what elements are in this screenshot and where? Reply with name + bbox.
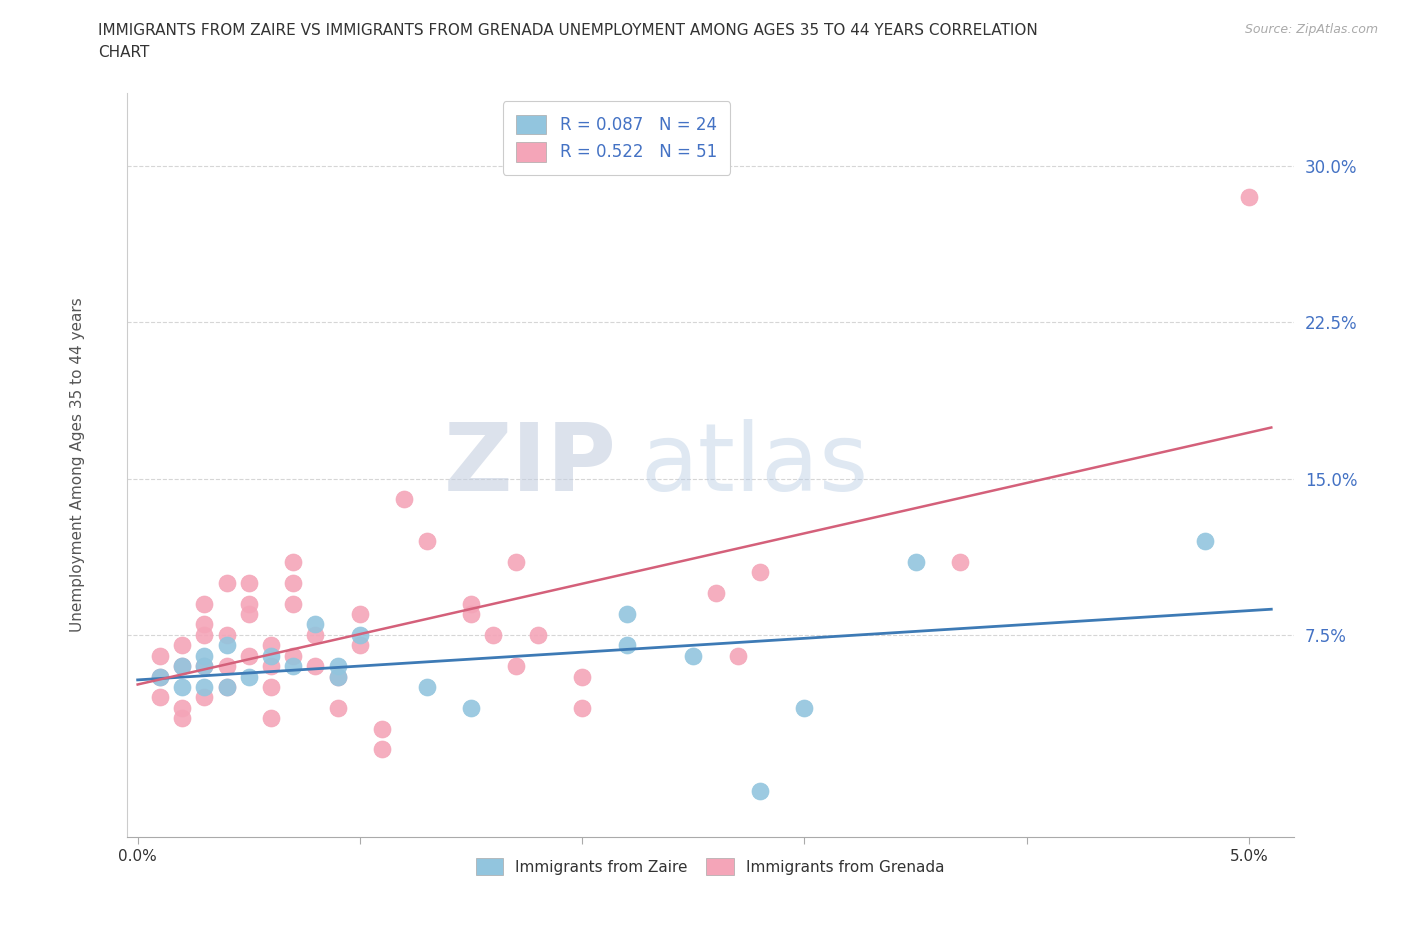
Point (193, 648, 215, 663)
Point (526, 628, 548, 643)
Point (283, 554, 305, 569)
Point (215, 576, 238, 591)
Point (172, 638, 194, 653)
Point (193, 617, 215, 631)
Point (215, 680, 238, 695)
Point (238, 576, 260, 591)
Point (283, 596, 305, 611)
Text: atlas: atlas (640, 419, 869, 511)
Point (149, 648, 172, 663)
Point (238, 669, 260, 684)
Point (394, 492, 416, 507)
Legend: Immigrants from Zaire, Immigrants from Grenada: Immigrants from Zaire, Immigrants from G… (470, 852, 950, 882)
Text: CHART: CHART (98, 45, 150, 60)
Point (727, 648, 749, 663)
Point (260, 648, 283, 663)
Point (749, 565, 772, 579)
Point (149, 669, 172, 684)
Point (460, 700, 482, 715)
Point (260, 638, 283, 653)
Point (193, 628, 215, 643)
Point (193, 658, 215, 673)
Point (505, 658, 527, 673)
Point (415, 680, 437, 695)
Point (260, 658, 283, 673)
Text: Unemployment Among Ages 35 to 44 years: Unemployment Among Ages 35 to 44 years (70, 298, 84, 632)
Point (505, 554, 527, 569)
Point (238, 596, 260, 611)
Text: IMMIGRANTS FROM ZAIRE VS IMMIGRANTS FROM GRENADA UNEMPLOYMENT AMONG AGES 35 TO 4: IMMIGRANTS FROM ZAIRE VS IMMIGRANTS FROM… (98, 23, 1038, 38)
Point (749, 784, 772, 799)
Point (238, 648, 260, 663)
Point (304, 658, 326, 673)
Point (326, 669, 349, 684)
Text: Source: ZipAtlas.com: Source: ZipAtlas.com (1244, 23, 1378, 36)
Point (371, 721, 394, 736)
Point (215, 680, 238, 695)
Point (704, 586, 727, 601)
Point (215, 658, 238, 673)
Point (193, 690, 215, 705)
Point (904, 554, 927, 569)
Point (193, 680, 215, 695)
Text: ZIP: ZIP (444, 419, 617, 511)
Point (172, 658, 194, 673)
Point (172, 711, 194, 725)
Point (349, 628, 371, 643)
Point (304, 628, 326, 643)
Point (193, 596, 215, 611)
Point (172, 700, 194, 715)
Point (283, 658, 305, 673)
Point (415, 534, 437, 549)
Point (260, 680, 283, 695)
Point (571, 700, 593, 715)
Point (215, 628, 238, 643)
Point (326, 700, 349, 715)
Point (371, 742, 394, 757)
Point (304, 617, 326, 631)
Point (172, 680, 194, 695)
Point (283, 576, 305, 591)
Point (283, 648, 305, 663)
Point (682, 648, 704, 663)
Point (260, 711, 283, 725)
Point (616, 606, 638, 621)
Point (238, 606, 260, 621)
Point (215, 638, 238, 653)
Point (1194, 534, 1216, 549)
Point (616, 638, 638, 653)
Point (326, 658, 349, 673)
Point (1237, 190, 1260, 205)
Point (326, 669, 349, 684)
Point (349, 606, 371, 621)
Point (460, 596, 482, 611)
Point (460, 606, 482, 621)
Point (149, 690, 172, 705)
Point (482, 628, 505, 643)
Point (193, 658, 215, 673)
Point (172, 658, 194, 673)
Point (571, 669, 593, 684)
Point (149, 669, 172, 684)
Point (949, 554, 972, 569)
Point (793, 700, 815, 715)
Point (349, 638, 371, 653)
